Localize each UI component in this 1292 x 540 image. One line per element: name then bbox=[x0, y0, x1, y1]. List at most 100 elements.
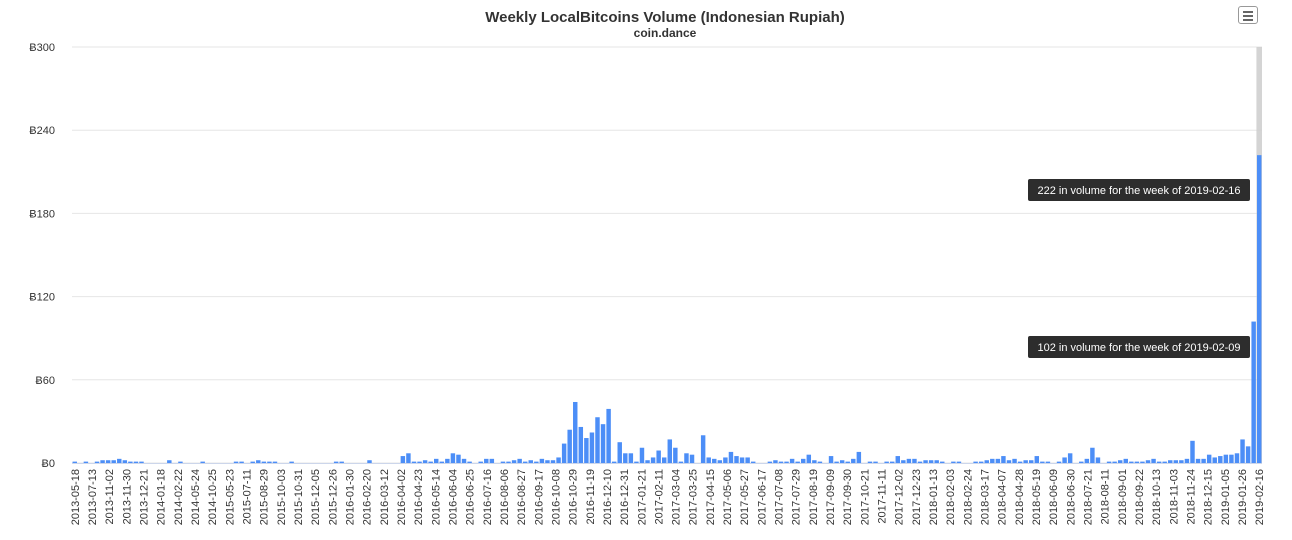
bar[interactable] bbox=[806, 454, 812, 463]
bar[interactable] bbox=[661, 457, 667, 463]
bar[interactable] bbox=[111, 460, 116, 463]
bar[interactable] bbox=[1117, 460, 1123, 463]
bar[interactable] bbox=[422, 460, 428, 463]
bar[interactable] bbox=[100, 460, 105, 463]
bar[interactable] bbox=[600, 424, 606, 463]
bar[interactable] bbox=[167, 460, 172, 463]
bar[interactable] bbox=[178, 461, 183, 463]
bar[interactable] bbox=[1145, 460, 1151, 463]
bar[interactable] bbox=[511, 460, 517, 463]
bar[interactable] bbox=[1195, 458, 1201, 463]
bar[interactable] bbox=[1079, 461, 1084, 463]
bar[interactable] bbox=[895, 456, 900, 463]
bar[interactable] bbox=[1206, 454, 1212, 463]
bar[interactable] bbox=[1062, 457, 1067, 463]
bar[interactable] bbox=[445, 458, 450, 463]
bar[interactable] bbox=[417, 461, 422, 463]
bar[interactable] bbox=[545, 460, 550, 463]
bar[interactable] bbox=[634, 461, 639, 463]
bar[interactable] bbox=[889, 461, 895, 463]
bar[interactable] bbox=[628, 453, 634, 463]
bar[interactable] bbox=[117, 458, 122, 463]
bar[interactable] bbox=[333, 461, 339, 463]
bar[interactable] bbox=[1045, 461, 1051, 463]
bar[interactable] bbox=[406, 453, 411, 463]
bar[interactable] bbox=[561, 443, 567, 463]
bar[interactable] bbox=[1012, 458, 1017, 463]
bar[interactable] bbox=[1240, 439, 1245, 463]
bar[interactable] bbox=[639, 447, 645, 463]
bar[interactable] bbox=[200, 461, 205, 463]
bar[interactable] bbox=[128, 461, 133, 463]
bar[interactable] bbox=[1162, 461, 1167, 463]
bar[interactable] bbox=[606, 408, 611, 463]
bar[interactable] bbox=[778, 461, 784, 463]
bar[interactable] bbox=[795, 461, 800, 463]
bar[interactable] bbox=[673, 447, 678, 463]
bar[interactable] bbox=[650, 457, 656, 463]
bar[interactable] bbox=[617, 442, 622, 463]
bar[interactable] bbox=[1251, 321, 1256, 463]
bar[interactable] bbox=[1029, 460, 1034, 463]
bar[interactable] bbox=[990, 458, 995, 463]
bar[interactable] bbox=[1223, 454, 1229, 463]
bar[interactable] bbox=[83, 461, 89, 463]
bar[interactable] bbox=[1034, 456, 1040, 463]
bar[interactable] bbox=[912, 458, 917, 463]
bar[interactable] bbox=[122, 460, 128, 463]
bar[interactable] bbox=[233, 461, 239, 463]
bar[interactable] bbox=[72, 461, 78, 463]
bar[interactable] bbox=[956, 461, 962, 463]
bar[interactable] bbox=[828, 456, 834, 463]
bar[interactable] bbox=[367, 460, 372, 463]
bar[interactable] bbox=[611, 461, 617, 463]
bar[interactable] bbox=[817, 461, 823, 463]
bar[interactable] bbox=[1234, 453, 1240, 463]
bar[interactable] bbox=[1184, 458, 1190, 463]
bar[interactable] bbox=[906, 458, 912, 463]
bar[interactable] bbox=[411, 461, 417, 463]
bar[interactable] bbox=[856, 451, 862, 463]
bar[interactable] bbox=[250, 461, 255, 463]
bar[interactable] bbox=[1040, 461, 1045, 463]
bar[interactable] bbox=[434, 458, 439, 463]
bar[interactable] bbox=[1056, 461, 1062, 463]
bar[interactable] bbox=[656, 450, 661, 463]
bar[interactable] bbox=[706, 457, 711, 463]
bar[interactable] bbox=[745, 457, 750, 463]
bar[interactable] bbox=[567, 429, 572, 463]
bar[interactable] bbox=[1229, 454, 1234, 463]
bar[interactable] bbox=[478, 461, 483, 463]
bar[interactable] bbox=[139, 461, 144, 463]
bar[interactable] bbox=[978, 461, 984, 463]
bar[interactable] bbox=[728, 451, 734, 463]
bar[interactable] bbox=[522, 461, 528, 463]
bar[interactable] bbox=[789, 458, 795, 463]
bar[interactable] bbox=[584, 438, 589, 463]
bar[interactable] bbox=[595, 417, 600, 463]
bar[interactable] bbox=[1156, 461, 1162, 463]
bar[interactable] bbox=[400, 456, 406, 463]
bar[interactable] bbox=[578, 426, 584, 463]
bar[interactable] bbox=[256, 460, 261, 463]
bar[interactable] bbox=[1190, 440, 1195, 463]
bar[interactable] bbox=[712, 458, 717, 463]
bar[interactable] bbox=[439, 461, 445, 463]
bar[interactable] bbox=[573, 401, 578, 463]
bar[interactable] bbox=[667, 439, 673, 463]
bar[interactable] bbox=[834, 461, 839, 463]
bar[interactable] bbox=[456, 454, 461, 463]
bar[interactable] bbox=[845, 461, 850, 463]
bar[interactable] bbox=[506, 461, 511, 463]
bar[interactable] bbox=[973, 461, 978, 463]
bar[interactable] bbox=[923, 460, 928, 463]
bar[interactable] bbox=[700, 435, 706, 463]
bar[interactable] bbox=[812, 460, 817, 463]
bar[interactable] bbox=[1084, 458, 1090, 463]
bar[interactable] bbox=[940, 461, 945, 463]
bar[interactable] bbox=[272, 461, 278, 463]
bar[interactable] bbox=[928, 460, 934, 463]
bar[interactable] bbox=[839, 460, 845, 463]
bar[interactable] bbox=[995, 458, 1001, 463]
bar[interactable] bbox=[623, 453, 628, 463]
